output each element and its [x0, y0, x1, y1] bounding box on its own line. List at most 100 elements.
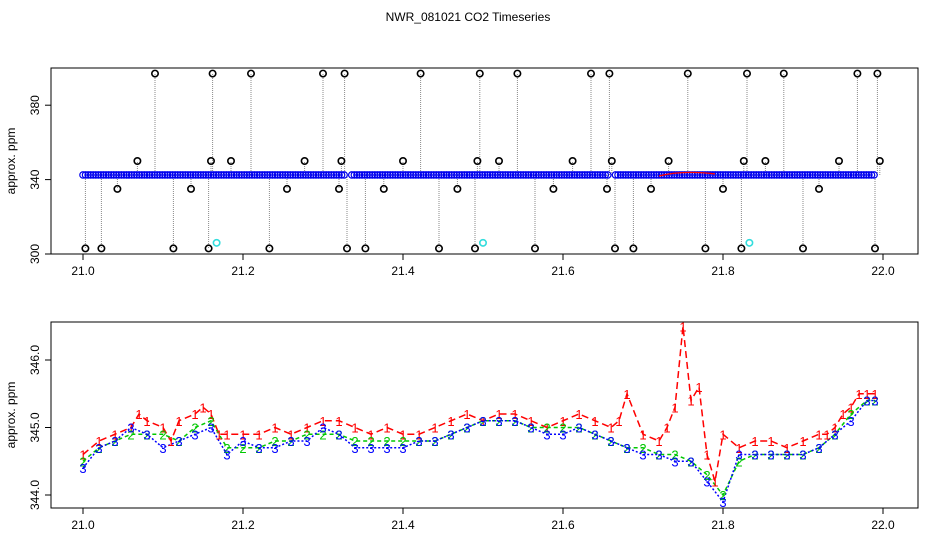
baseline-sample [463, 171, 471, 179]
baseline-sample [729, 171, 738, 179]
x-axis: 21.0 21.2 21.4 21.6 21.8 22.0 [71, 254, 895, 278]
series-line-1 [82, 326, 875, 482]
baseline-sample [324, 171, 333, 179]
baseline-sample [330, 171, 338, 179]
series-marker-1: 1 [527, 414, 534, 429]
outlier-sample [204, 244, 213, 253]
series-marker-1: 1 [175, 414, 182, 429]
baseline-sample [795, 171, 804, 179]
baseline-sample [199, 171, 208, 179]
baseline-sample [307, 171, 315, 179]
baseline-sample [204, 171, 213, 179]
baseline-sample [435, 171, 443, 179]
baseline-sample [803, 171, 812, 179]
baseline-sample [371, 171, 379, 179]
series-marker-2: 2 [591, 427, 598, 442]
flagged-sample [478, 238, 487, 247]
series-marker-1: 1 [399, 427, 406, 442]
series-marker-1: 1 [191, 407, 198, 422]
baseline-sample [411, 171, 420, 179]
series-marker-1: 1 [271, 421, 278, 436]
processed-timeseries-panel: approx. ppm 21.0 21.2 21.4 21.6 21.8 22.0 344… [4, 319, 919, 532]
series-marker-2: 2 [271, 434, 278, 449]
series-marker-1: 1 [591, 414, 598, 429]
baseline-sample [360, 171, 369, 179]
baseline-sample [644, 171, 653, 179]
baseline-sample [97, 171, 105, 179]
baseline-sample [698, 171, 707, 179]
outlier-sample [870, 244, 879, 253]
baseline-sample [537, 171, 546, 179]
series-marker-3: 3 [111, 434, 118, 449]
baseline-sample [132, 171, 141, 179]
y-axis-label: approx. ppm [4, 128, 18, 195]
series-marker-3: 3 [287, 434, 294, 449]
baseline-sample [547, 171, 556, 179]
baseline-sample [173, 171, 182, 179]
baseline-sample [220, 171, 228, 179]
outlier-sample [494, 157, 503, 166]
baseline-sample [161, 171, 169, 179]
baseline-sample [739, 171, 748, 179]
x-tick-label: 21.0 [71, 264, 95, 278]
x-tick-label: 21.2 [231, 264, 255, 278]
series-marker-2: 2 [799, 448, 806, 463]
baseline-sample [309, 171, 318, 179]
series-marker-2: 2 [751, 448, 758, 463]
baseline-sample [714, 171, 722, 179]
baseline-sample [529, 171, 538, 179]
baseline-sample [417, 171, 425, 179]
series-marker-3: 3 [671, 454, 678, 469]
baseline-sample [798, 171, 807, 179]
series-marker-1: 1 [207, 407, 214, 422]
baseline-sample [452, 171, 461, 179]
series-marker-3: 3 [255, 441, 262, 456]
outlier-sample [737, 244, 746, 253]
baseline-sample [755, 171, 763, 179]
baseline-sample [706, 171, 715, 179]
baseline-sample [122, 171, 131, 179]
baseline-sample [575, 171, 584, 179]
baseline-sample [396, 171, 405, 179]
baseline-sample [304, 171, 313, 179]
outlier-sample [453, 184, 462, 193]
baseline-sample [289, 171, 297, 179]
baseline-sample [148, 171, 156, 179]
series-marker-2: 2 [783, 448, 790, 463]
series-marker-3: 3 [351, 441, 358, 456]
baseline-sample [440, 171, 448, 179]
baseline-sample [322, 171, 331, 179]
x-tick-label: 21.6 [551, 264, 575, 278]
baseline-sample [667, 171, 676, 179]
baseline-sample [363, 171, 371, 179]
series-marker-3: 3 [527, 421, 534, 436]
baseline-sample [829, 171, 837, 179]
baseline-sample [734, 171, 743, 179]
series-marker-1: 1 [543, 421, 550, 436]
baseline-sample [652, 171, 661, 179]
series-marker-1: 1 [575, 407, 582, 422]
series-marker-1: 1 [135, 407, 142, 422]
outlier-sample [586, 69, 595, 78]
baseline-sample [255, 171, 264, 179]
baseline-sample [821, 171, 830, 179]
y-tick-label: 346.0 [28, 345, 42, 375]
baseline-sample [278, 171, 287, 179]
baseline-sample [760, 171, 768, 179]
baseline-sample [675, 171, 684, 179]
figure-title: NWR_081021 CO2 Timeseries [386, 10, 551, 24]
series-marker-3: 3 [559, 427, 566, 442]
series-marker-2: 2 [575, 421, 582, 436]
baseline-sample [588, 171, 597, 179]
series-marker-1: 1 [871, 387, 878, 402]
series-marker-3: 3 [543, 427, 550, 442]
baseline-sample [614, 171, 622, 179]
baseline-sample [89, 171, 98, 179]
series-marker-1: 1 [415, 427, 422, 442]
series-marker-1: 1 [655, 434, 662, 449]
baseline-sample [143, 171, 151, 179]
baseline-sample [598, 171, 607, 179]
baseline-sample [194, 171, 203, 179]
series-marker-1: 1 [695, 380, 702, 395]
baseline-sample [801, 171, 809, 179]
